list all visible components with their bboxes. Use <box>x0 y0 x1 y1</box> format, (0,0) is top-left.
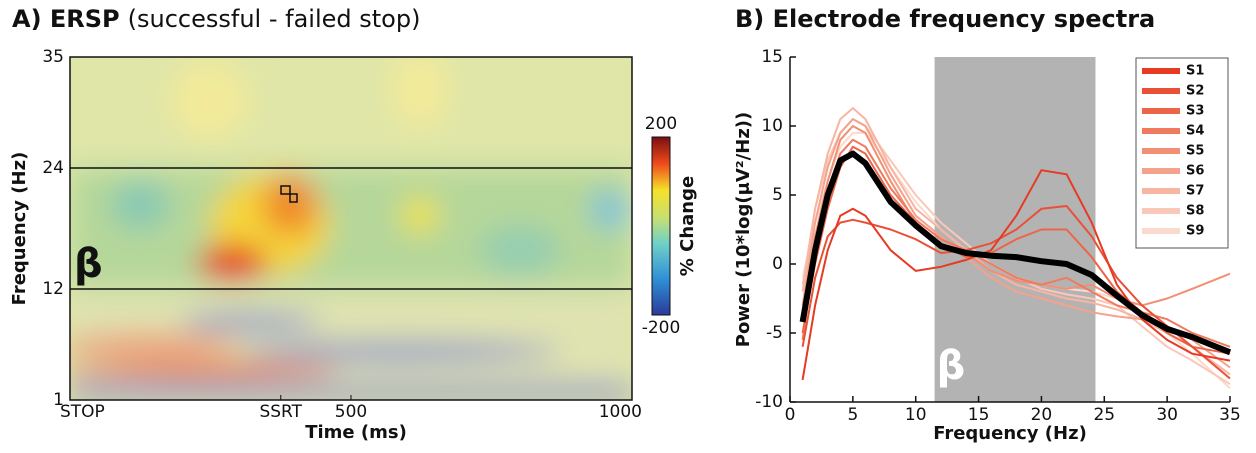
chart-title: A) ERSP (successful - failed stop) <box>12 5 420 33</box>
x-tick-label: 5 <box>847 405 858 425</box>
y-tick-label: 1 <box>53 390 64 410</box>
y-axis-label: Power (10*log(μV²/Hz)) <box>733 112 754 348</box>
title-main: A) ERSP <box>12 5 120 33</box>
legend-label: S3 <box>1186 104 1204 119</box>
series-line <box>801 205 1231 380</box>
legend-label: S4 <box>1186 124 1204 139</box>
mean-line <box>799 150 1232 356</box>
x-tick-label: 25 <box>1093 405 1115 425</box>
x-axis-label: Frequency (Hz) <box>933 423 1087 444</box>
x-tick-label: STOP <box>60 402 105 422</box>
legend-label: S1 <box>1186 64 1204 79</box>
heatmap-image <box>70 57 632 400</box>
x-tick-label: 20 <box>1031 405 1053 425</box>
annotation: β <box>937 343 966 389</box>
chart-title: B) Electrode frequency spectra <box>735 5 1155 33</box>
x-tick-label: 30 <box>1156 405 1178 425</box>
x-tick-label: 35 <box>1219 405 1241 425</box>
series-line <box>801 125 1231 320</box>
legend-label: S8 <box>1186 204 1204 219</box>
series-line <box>801 107 1231 376</box>
x-tick-label: SSRT <box>259 402 302 422</box>
colorbar-label: % Change <box>677 176 698 276</box>
y-tick-label: -10 <box>755 392 783 412</box>
y-tick-label: 12 <box>42 279 64 299</box>
legend-label: S2 <box>1186 84 1204 99</box>
y-tick-label: 5 <box>772 185 783 205</box>
y-tick-label: 35 <box>42 47 64 67</box>
x-tick-label: 1000 <box>599 402 642 422</box>
annotation: β <box>74 241 103 287</box>
y-tick-label: 10 <box>761 116 783 136</box>
legend-label: S9 <box>1186 224 1204 239</box>
legend-label: S7 <box>1186 184 1204 199</box>
legend-label: S5 <box>1186 144 1204 159</box>
colorbar-tick-label: 200 <box>645 114 677 134</box>
legend-label: S6 <box>1186 164 1204 179</box>
y-tick-label: 15 <box>761 47 783 67</box>
x-tick-label: 15 <box>968 405 990 425</box>
subtitle: (successful - failed stop) <box>128 5 421 33</box>
y-tick-label: -5 <box>766 323 783 343</box>
x-tick-label: 10 <box>905 405 927 425</box>
y-tick-label: 0 <box>772 254 783 274</box>
y-axis-label: Frequency (Hz) <box>9 152 30 306</box>
x-tick-label: 500 <box>335 402 367 422</box>
colorbar <box>651 136 671 316</box>
x-axis-label: Time (ms) <box>305 422 407 443</box>
series-line <box>801 118 1231 369</box>
x-tick-label: 0 <box>785 405 796 425</box>
y-tick-label: 24 <box>42 158 64 178</box>
colorbar-tick-label: -200 <box>642 318 681 338</box>
